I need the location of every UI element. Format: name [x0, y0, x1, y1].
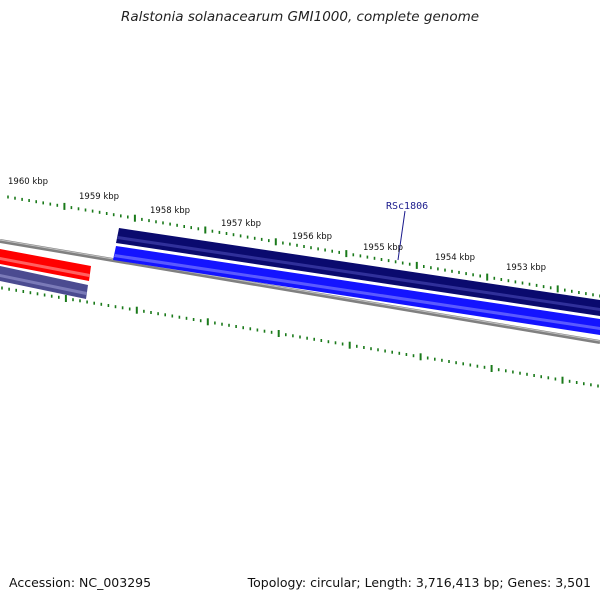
genome-title: Ralstonia solanacearum GMI1000, complete…: [120, 9, 480, 25]
scale-label: 1958 kbp: [150, 206, 190, 216]
gene-feature-dark-blue-highlight: [117, 236, 600, 311]
topology-text: Topology: circular; Length: 3,716,413 bp…: [247, 575, 591, 590]
scale-label: 1953 kbp: [506, 263, 546, 273]
inner-tick-ruler: [1, 286, 599, 388]
gene-feature-red-highlight: [0, 257, 90, 277]
scale-label: 1955 kbp: [363, 243, 403, 253]
accession-text: Accession: NC_003295: [9, 575, 152, 590]
scale-label: 1957 kbp: [221, 219, 261, 229]
gene-label-leader: [397, 210, 406, 261]
gene-label[interactable]: RSc1806: [386, 201, 428, 212]
genome-backbone: [0, 239, 600, 344]
scale-label: 1956 kbp: [292, 232, 332, 242]
scale-label: 1954 kbp: [435, 253, 475, 263]
genome-backbone-highlight: [0, 239, 600, 342]
gene-feature-blue-highlight: [114, 254, 600, 330]
outer-tick-ruler: [7, 195, 600, 298]
scale-label: 1960 kbp: [8, 177, 48, 187]
gene-feature-slate-highlight: [0, 274, 87, 295]
scale-label: 1959 kbp: [79, 192, 119, 202]
